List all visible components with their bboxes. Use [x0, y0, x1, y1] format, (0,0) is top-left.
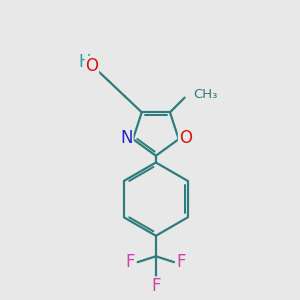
- Text: H: H: [78, 53, 91, 71]
- Text: O: O: [179, 129, 192, 147]
- Text: N: N: [120, 129, 133, 147]
- Text: F: F: [177, 253, 186, 271]
- Text: F: F: [151, 277, 160, 295]
- Text: CH₃: CH₃: [193, 88, 217, 101]
- Text: O: O: [85, 57, 98, 75]
- Text: F: F: [126, 253, 135, 271]
